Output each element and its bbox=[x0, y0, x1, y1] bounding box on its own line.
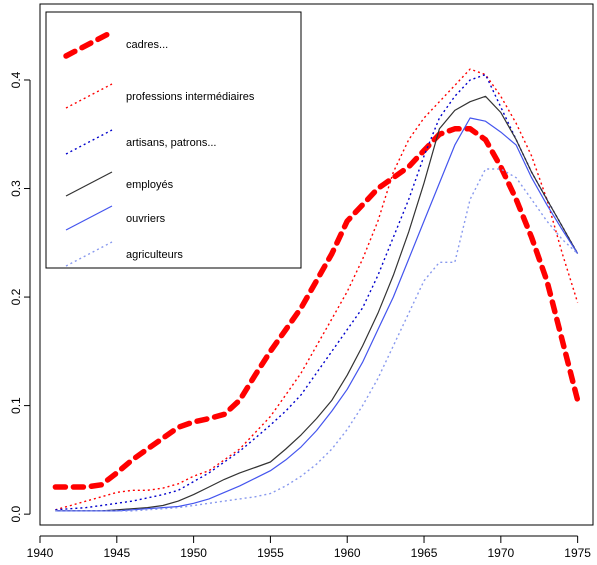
plot-frame bbox=[39, 3, 594, 526]
legend-swatch-2 bbox=[65, 83, 113, 109]
series-line-2 bbox=[55, 68, 579, 511]
x-tick-label: 1970 bbox=[487, 546, 514, 560]
legend-label-2: professions intermédiaires bbox=[126, 91, 255, 103]
legend-label-3: artisans, patrons... bbox=[126, 137, 217, 149]
series-line-4 bbox=[55, 95, 579, 512]
legend-swatch-5 bbox=[65, 205, 113, 231]
legend-swatch-6 bbox=[65, 241, 113, 267]
axes-layer: 1940 1945 1950 1955 1960 1965 1970 1975 0.0 0.1 0.… bbox=[9, 71, 591, 560]
x-tick-label: 1955 bbox=[257, 546, 284, 560]
x-tick-label: 1950 bbox=[180, 546, 207, 560]
y-tick-label: 0.1 bbox=[9, 397, 23, 414]
series-line-6 bbox=[55, 168, 579, 512]
legend-swatch-3 bbox=[65, 129, 113, 155]
x-tick-label: 1965 bbox=[411, 546, 438, 560]
legend-swatch-4 bbox=[65, 171, 113, 197]
series-line-5 bbox=[55, 117, 579, 512]
x-tick-label: 1945 bbox=[103, 546, 130, 560]
legend-label-6: agriculteurs bbox=[126, 249, 183, 261]
series-line-1 bbox=[52, 126, 581, 490]
y-tick-label: 0.3 bbox=[9, 180, 23, 197]
legend-box bbox=[45, 11, 302, 269]
legend-label-5: ouvriers bbox=[126, 213, 166, 225]
series-layer bbox=[52, 68, 581, 512]
y-tick-label: 0.2 bbox=[9, 288, 23, 305]
legend-swatch-1 bbox=[63, 29, 115, 59]
x-tick-label: 1940 bbox=[27, 546, 54, 560]
x-tick-label: 1975 bbox=[564, 546, 591, 560]
legend-label-1: cadres... bbox=[126, 39, 168, 51]
x-tick-label: 1960 bbox=[334, 546, 361, 560]
y-tick-label: 0.4 bbox=[9, 71, 23, 88]
legend-label-4: employés bbox=[126, 179, 174, 191]
y-tick-label: 0.0 bbox=[9, 505, 23, 522]
legend: cadres... professions intermédiaires artis… bbox=[45, 11, 302, 269]
